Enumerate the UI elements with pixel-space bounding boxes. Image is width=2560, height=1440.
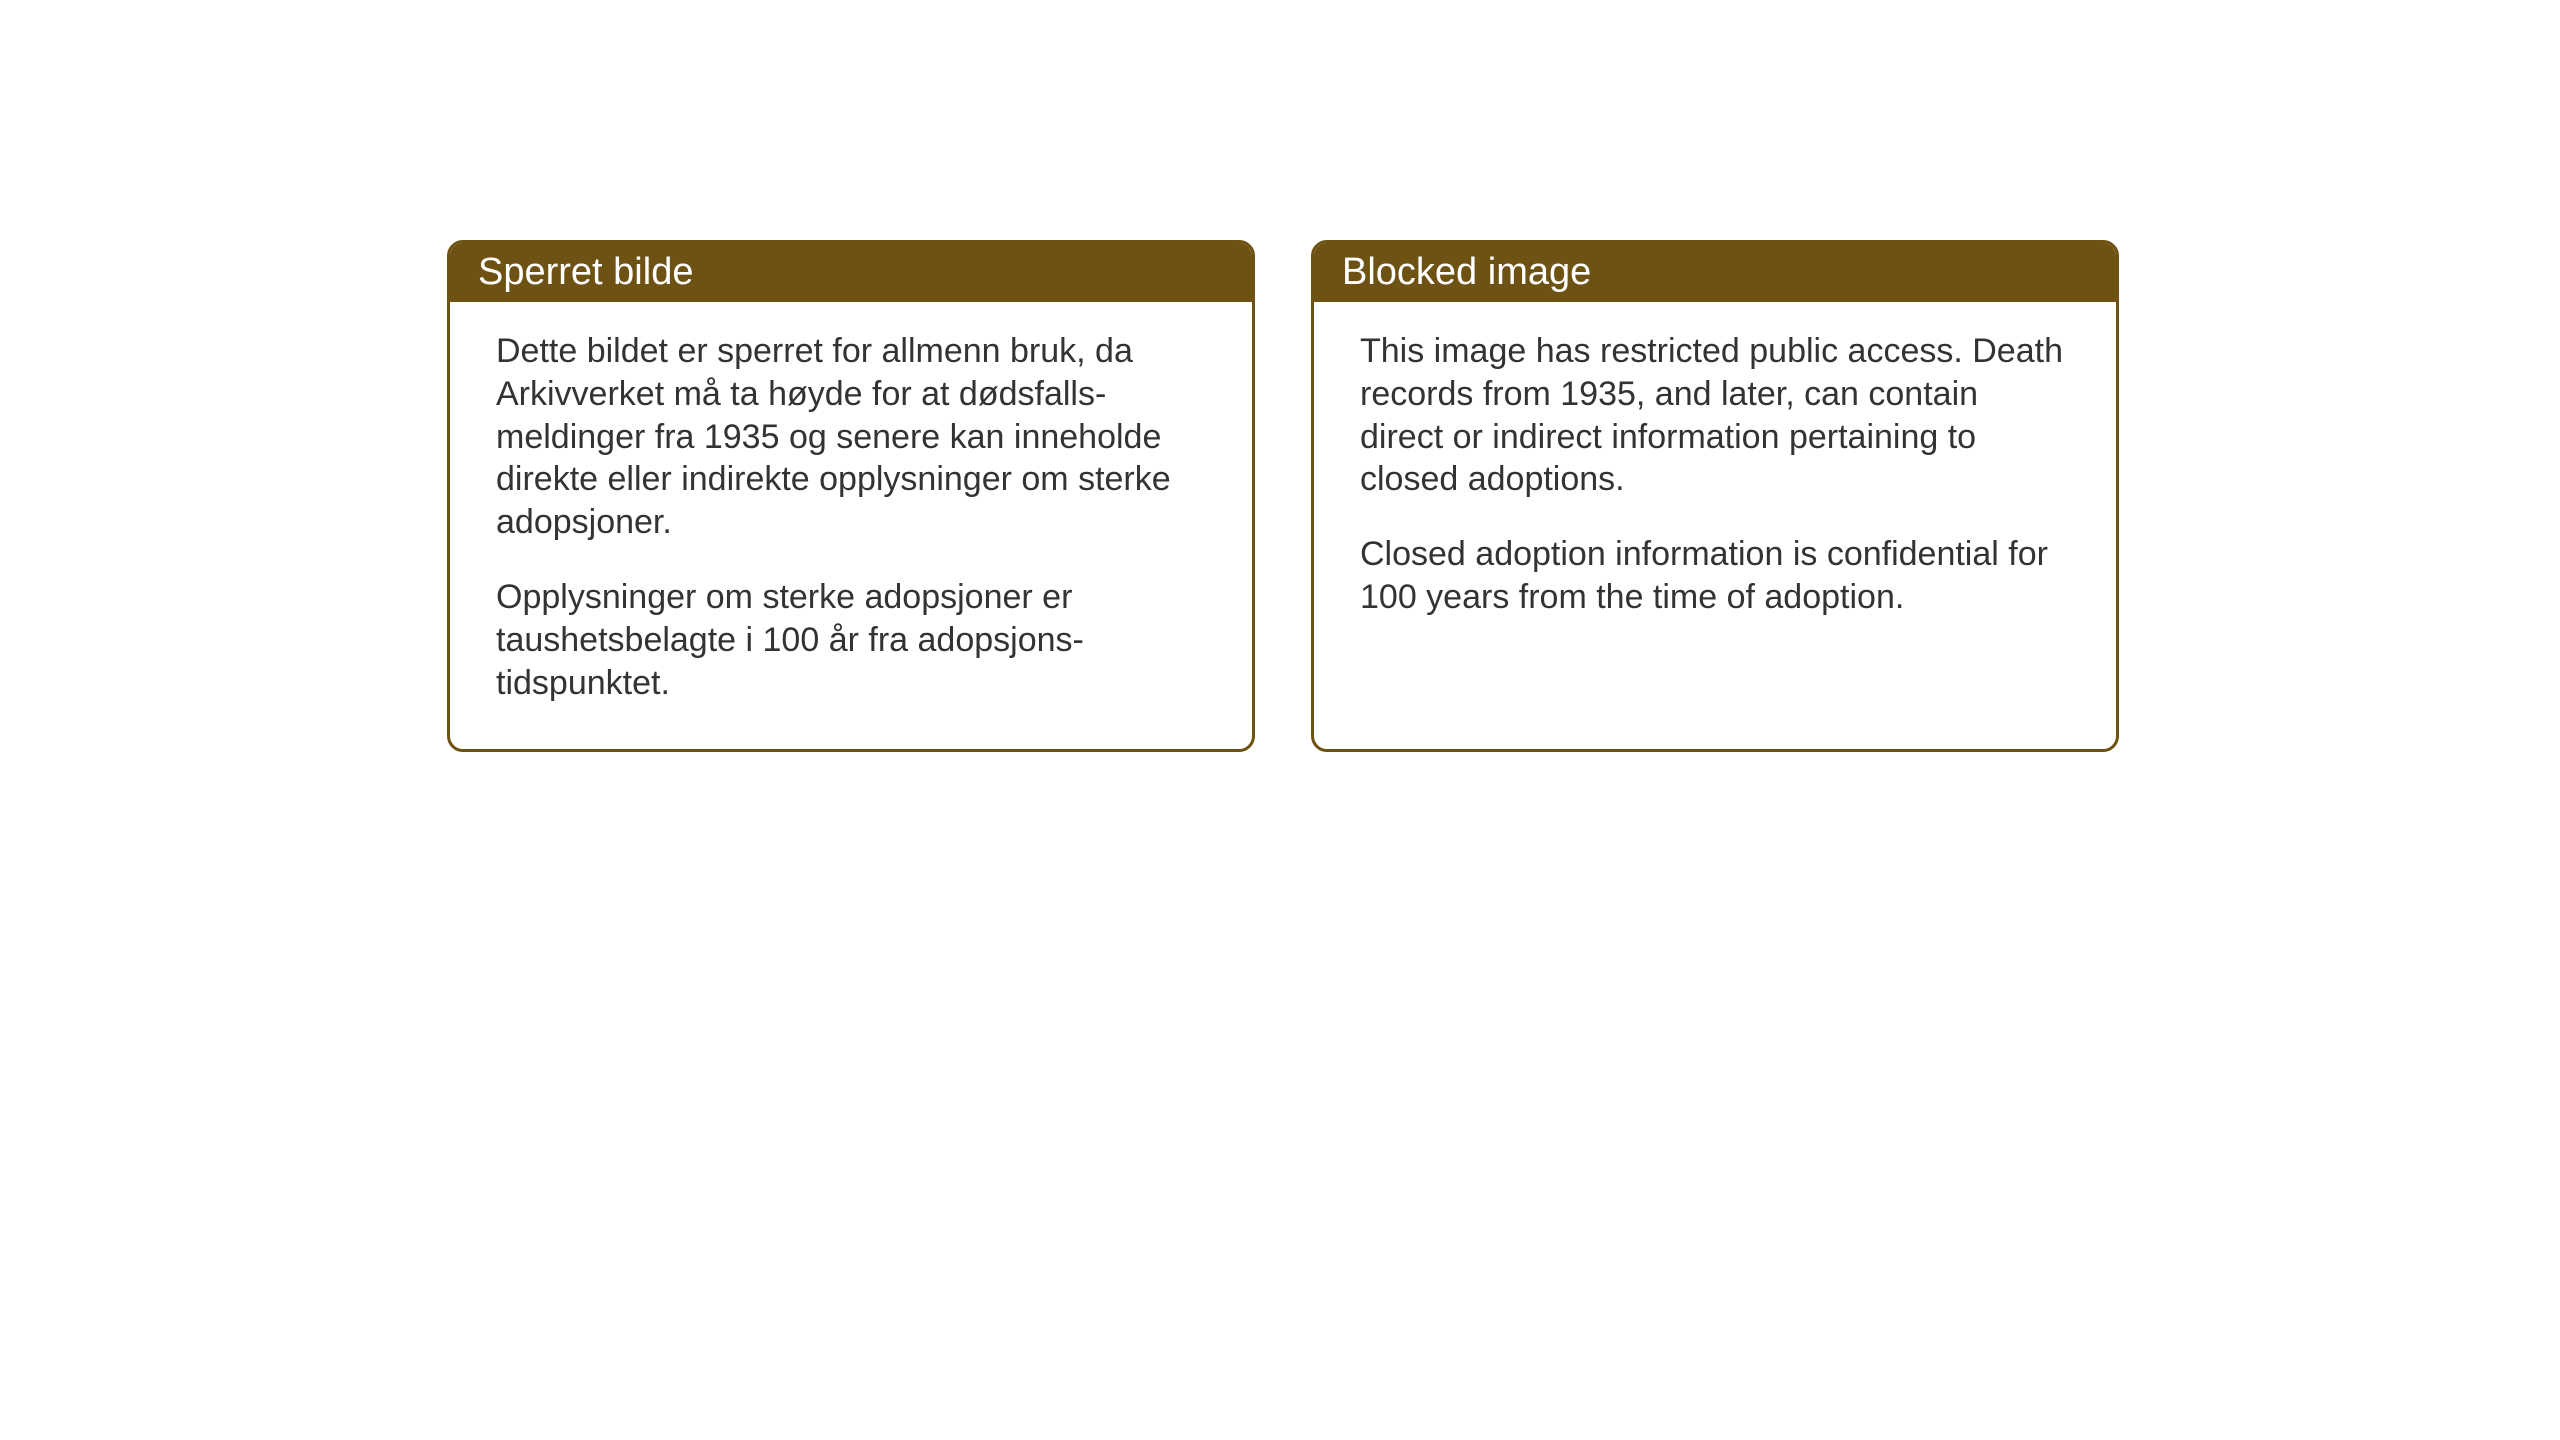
notice-header-norwegian: Sperret bilde xyxy=(450,243,1252,302)
notice-paragraph-2-norwegian: Opplysninger om sterke adopsjoner er tau… xyxy=(496,576,1206,704)
notice-box-norwegian: Sperret bilde Dette bildet er sperret fo… xyxy=(447,240,1255,752)
notice-title-english: Blocked image xyxy=(1342,251,1591,293)
notice-header-english: Blocked image xyxy=(1314,243,2116,302)
notice-paragraph-1-english: This image has restricted public access.… xyxy=(1360,330,2070,501)
notice-paragraph-2-english: Closed adoption information is confident… xyxy=(1360,533,2070,619)
notice-body-english: This image has restricted public access.… xyxy=(1314,302,2116,655)
notices-container: Sperret bilde Dette bildet er sperret fo… xyxy=(447,240,2119,752)
notice-box-english: Blocked image This image has restricted … xyxy=(1311,240,2119,752)
notice-paragraph-1-norwegian: Dette bildet er sperret for allmenn bruk… xyxy=(496,330,1206,544)
notice-title-norwegian: Sperret bilde xyxy=(478,251,693,293)
notice-body-norwegian: Dette bildet er sperret for allmenn bruk… xyxy=(450,302,1252,741)
